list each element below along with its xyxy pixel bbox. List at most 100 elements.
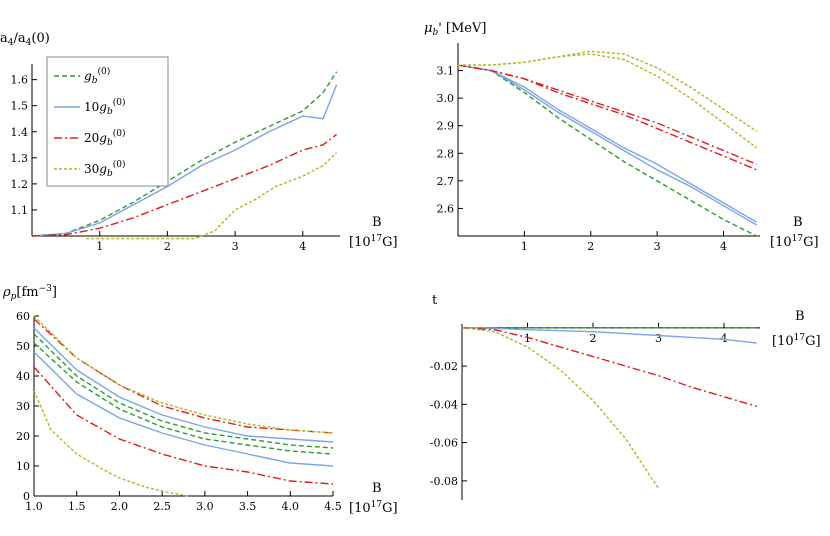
rho-xtick: 4.5 — [324, 491, 342, 513]
rho-ytick-label: 10 — [16, 460, 30, 473]
rho-series-line — [33, 351, 334, 467]
mu-series-line — [457, 64, 758, 237]
t-xtick: 1 — [524, 322, 531, 345]
rho-plot-area: 1.0 1.5 2.0 2.5 3.0 3.5 4.0 4.5 0 10 20 30 40 50 60 — [16, 310, 342, 513]
a4-series-line — [31, 84, 338, 237]
mu-xtick: 3 — [654, 231, 661, 253]
rho-xtick: 2.0 — [111, 491, 129, 513]
mu-ytick-label: 2.7 — [437, 175, 455, 188]
rho-xtick-label: 2.5 — [153, 500, 171, 513]
a4-ytick: 1.2 — [11, 178, 37, 191]
legend-item: gb(0) — [54, 66, 110, 86]
rho-ytick-label: 50 — [16, 340, 30, 353]
rho-series-line — [33, 333, 334, 449]
rho-xtick-label: 2.0 — [111, 500, 129, 513]
a4-xunit: [1017G] — [349, 234, 398, 250]
legend-label: 10gb(0) — [84, 97, 125, 117]
rho-ytick: 20 — [16, 430, 39, 443]
panel-t: t 1 2 3 4 -0.08 -0.06 -0.04 -0.02 B [1017G] — [430, 293, 821, 500]
mu-xtick: 1 — [521, 231, 528, 253]
rho-xtick-label: 1.5 — [68, 500, 86, 513]
a4-xtick-label: 4 — [299, 240, 306, 253]
t-xtick: 4 — [720, 322, 727, 345]
rho-series-line — [33, 390, 188, 497]
legend-label: 30gb(0) — [84, 159, 125, 179]
mu-ytick-label: 3.0 — [437, 92, 455, 105]
rho-ytick-label: 60 — [16, 310, 30, 323]
t-xlabel: B — [795, 309, 805, 324]
panel-rho: ρp[fm−3] 1.0 1.5 2.0 2.5 3.0 3.5 4.0 4.5 0 10 20 30… — [2, 284, 398, 516]
mu-ytick: 2.7 — [437, 175, 463, 188]
mu-series-line — [457, 64, 758, 223]
rho-xtick-label: 4.0 — [282, 500, 300, 513]
mu-ytick-label: 2.8 — [437, 147, 455, 160]
a4-ytick-label: 1.5 — [11, 100, 29, 113]
t-ytick-label: -0.06 — [430, 437, 458, 450]
mu-ytick: 2.8 — [437, 147, 463, 160]
a4-xtick-label: 1 — [96, 240, 103, 253]
a4-series-line — [31, 71, 338, 237]
legend-item: 30gb(0) — [54, 159, 125, 179]
t-xtick-label: 3 — [655, 332, 662, 345]
mu-xtick-label: 1 — [521, 240, 528, 253]
rho-series-line — [33, 315, 334, 434]
rho-ytick-label: 20 — [16, 430, 30, 443]
a4-xtick: 1 — [96, 231, 103, 253]
rho-ytick: 40 — [16, 370, 39, 383]
panel-mu: μb' [MeV] 1 2 3 4 2.6 2.7 2.8 2.9 3.0 3.1 B [1017… — [424, 21, 819, 253]
rho-series-line — [33, 342, 334, 455]
mu-xtick-label: 4 — [720, 240, 727, 253]
a4-xtick: 3 — [232, 231, 239, 253]
a4-ytick: 1.4 — [11, 126, 37, 139]
rho-xtick: 1.0 — [25, 491, 43, 513]
t-ytick: -0.02 — [430, 360, 467, 373]
mu-ytick-label: 3.1 — [437, 65, 455, 78]
rho-xtick: 1.5 — [68, 491, 86, 513]
a4-ytick-label: 1.3 — [11, 152, 29, 165]
a4-ytick: 1.6 — [11, 74, 37, 87]
panel-a4: a4/a4(0) 1 2 3 4 1.1 1.2 1.3 1.4 1.5 1.6 B [1017G… — [0, 31, 398, 253]
t-series-line — [461, 327, 757, 344]
mu-ytick-label: 2.9 — [437, 120, 455, 133]
a4-ytick-label: 1.4 — [11, 126, 29, 139]
t-xtick-label: 4 — [720, 332, 727, 345]
mu-xtick: 4 — [720, 231, 727, 253]
rho-xtick-label: 1.0 — [25, 500, 43, 513]
a4-plot-area: 1 2 3 4 1.1 1.2 1.3 1.4 1.5 1.6 — [11, 64, 340, 253]
mu-ytick: 2.9 — [437, 120, 463, 133]
a4-ytick: 1.3 — [11, 152, 37, 165]
t-series-line — [461, 327, 757, 407]
mu-xunit: [1017G] — [770, 234, 819, 250]
mu-ytick: 3.0 — [437, 92, 463, 105]
t-plot-area: 1 2 3 4 -0.08 -0.06 -0.04 -0.02 — [430, 322, 760, 500]
mu-xtick-label: 2 — [587, 240, 594, 253]
rho-ytick: 30 — [16, 400, 39, 413]
legend: gb(0) 10gb(0) 20gb(0) 30gb(0) — [46, 56, 169, 187]
rho-xtick: 2.5 — [153, 491, 171, 513]
legend-item: 20gb(0) — [54, 128, 125, 148]
mu-series-line — [457, 64, 757, 171]
rho-ylabel: ρp[fm−3] — [2, 284, 57, 302]
rho-xtick: 4.0 — [282, 491, 300, 513]
legend-label: 20gb(0) — [84, 128, 125, 148]
rho-ytick: 50 — [16, 340, 39, 353]
t-ytick: -0.08 — [430, 475, 467, 488]
rho-ytick-label: 40 — [16, 370, 30, 383]
rho-xtick: 3.0 — [196, 491, 214, 513]
rho-ytick-label: 30 — [16, 400, 30, 413]
t-ytick-label: -0.08 — [430, 475, 458, 488]
a4-ytick: 1.1 — [11, 204, 37, 217]
rho-ytick-label: 0 — [23, 490, 30, 503]
rho-series-line — [33, 327, 334, 443]
a4-xtick-label: 3 — [232, 240, 239, 253]
t-xtick-label: 2 — [589, 332, 596, 345]
a4-ytick-label: 1.6 — [11, 74, 29, 87]
rho-xtick-label: 4.5 — [324, 500, 342, 513]
rho-ytick: 10 — [16, 460, 39, 473]
legend-box — [46, 56, 169, 187]
t-xunit: [1017G] — [772, 333, 821, 349]
t-series-line — [461, 327, 660, 489]
mu-series-line — [458, 50, 758, 132]
mu-xtick-label: 3 — [654, 240, 661, 253]
